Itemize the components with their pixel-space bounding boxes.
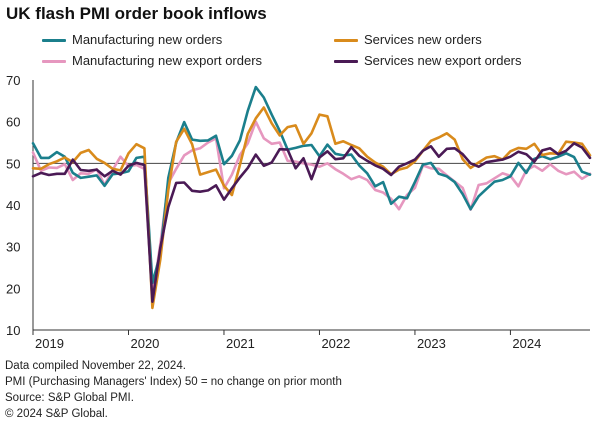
legend-swatch xyxy=(334,39,358,43)
x-tick-label: 2024 xyxy=(512,336,541,351)
footer-data-compiled: Data compiled November 22, 2024. xyxy=(5,360,186,372)
legend-item-manufacturing-new-export-orders: Manufacturing new export orders xyxy=(42,53,262,68)
x-tick-label: 2021 xyxy=(226,336,255,351)
legend-label: Services new orders xyxy=(364,32,482,47)
footer-source: Source: S&P Global PMI. xyxy=(5,392,134,404)
y-tick-label: 10 xyxy=(6,323,20,338)
legend-item-services-new-orders: Services new orders xyxy=(334,32,482,47)
legend-label: Manufacturing new orders xyxy=(72,32,223,47)
y-tick-label: 20 xyxy=(6,281,20,296)
series-line-services-new-export-orders xyxy=(31,142,592,304)
footer-copyright: © 2024 S&P Global. xyxy=(5,408,108,420)
x-tick-label: 2019 xyxy=(35,336,64,351)
footer-pmi-note: PMI (Purchasing Managers' Index) 50 = no… xyxy=(5,376,342,388)
legend-swatch xyxy=(334,60,358,64)
series-line-services-new-orders xyxy=(31,106,592,310)
legend-label: Services new export orders xyxy=(364,53,522,68)
x-tick-label: 2020 xyxy=(130,336,159,351)
x-tick-label: 2022 xyxy=(321,336,350,351)
y-tick-label: 40 xyxy=(6,198,20,213)
legend-swatch xyxy=(42,60,66,64)
x-tick-label: 2023 xyxy=(417,336,446,351)
y-tick-label: 60 xyxy=(6,115,20,130)
legend-label: Manufacturing new export orders xyxy=(72,53,263,68)
chart-title: UK flash PMI order book inflows xyxy=(6,4,267,23)
y-tick-label: 30 xyxy=(6,240,20,255)
y-tick-label: 70 xyxy=(6,73,20,88)
legend-item-manufacturing-new-orders: Manufacturing new orders xyxy=(42,32,222,47)
series-line-manufacturing-new-orders xyxy=(31,85,592,285)
y-tick-label: 50 xyxy=(6,156,20,171)
legend-swatch xyxy=(42,39,66,43)
series-line-manufacturing-new-export-orders xyxy=(31,120,592,299)
legend-item-services-new-export-orders: Services new export orders xyxy=(334,53,522,68)
